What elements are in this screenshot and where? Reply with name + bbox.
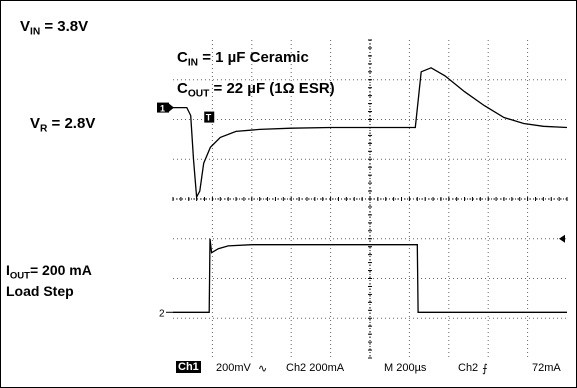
- trigger-level: 72mA: [532, 362, 561, 374]
- trigger-slope-icon: ⨍: [482, 363, 488, 375]
- vin-label: VIN = 3.8V: [20, 18, 89, 38]
- ch1-marker-box: [157, 102, 169, 113]
- cout-label: COUT = 22 µF (1Ω ESR): [177, 80, 335, 100]
- trigger-level-marker: [559, 234, 565, 243]
- iout-label: IOUT= 200 mA: [6, 262, 92, 282]
- trigger-marker-box: [204, 111, 215, 123]
- load-step-label: Load Step: [6, 283, 74, 299]
- channel-markers: 1 T 2: [157, 102, 565, 319]
- trigger-source: Ch2: [458, 362, 479, 374]
- ch1-coupling-icon: ∿: [258, 363, 268, 375]
- ch1-marker-arrow: [169, 103, 174, 112]
- timebase: M 200µs: [384, 362, 427, 374]
- ch1-voltage-trace: [173, 67, 568, 200]
- trigger-marker-label: T: [206, 113, 212, 123]
- scope-traces: [173, 67, 568, 313]
- scope-graticule: [172, 39, 568, 359]
- ch2-scale: Ch2 200mA: [286, 362, 345, 374]
- ch2-marker-label: 2: [159, 308, 165, 319]
- ch1-indicator: Ch1: [176, 361, 201, 373]
- ch1-scale: 200mV: [216, 362, 251, 374]
- scope-status-bar: Ch1 200mV ∿ Ch2 200mA M 200µs Ch2 ⨍ 72mA: [176, 358, 567, 378]
- vr-label: VR = 2.8V: [30, 115, 96, 135]
- ch1-marker-label: 1: [160, 104, 165, 114]
- cin-label: CIN = 1 µF Ceramic: [177, 49, 309, 69]
- ch2-current-trace: [173, 238, 567, 313]
